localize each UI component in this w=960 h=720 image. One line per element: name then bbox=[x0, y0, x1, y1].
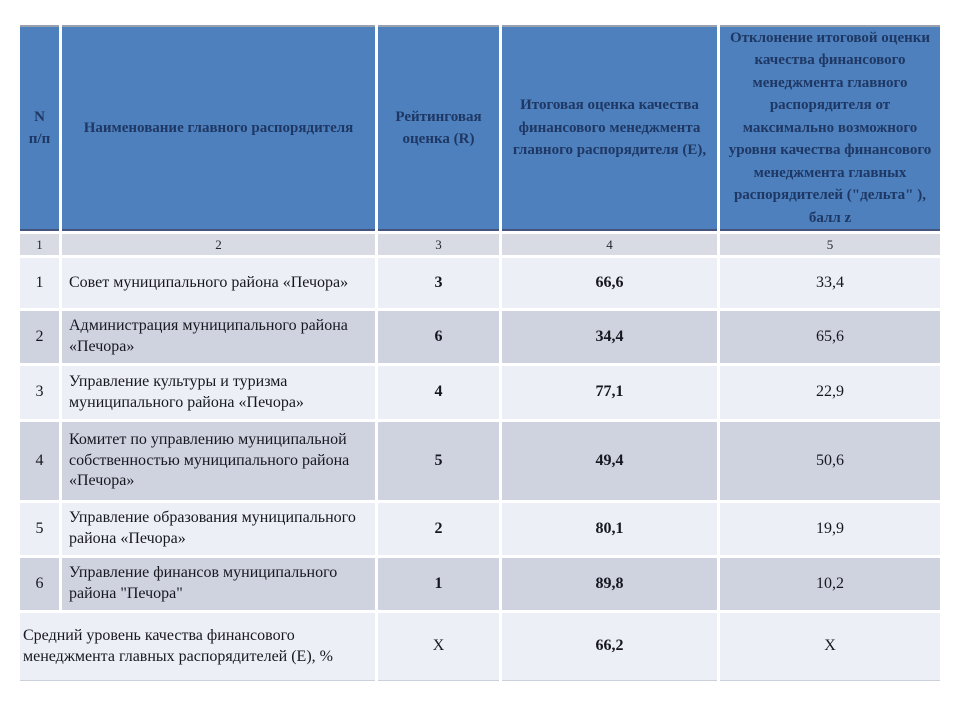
column-number-1: 1 bbox=[20, 234, 59, 255]
deviation-cell: 19,9 bbox=[720, 503, 940, 555]
rating-cell: 1 bbox=[378, 558, 499, 610]
score-cell: 66,6 bbox=[502, 258, 717, 308]
header-cell-rating: Рейтинговая оценка (R) bbox=[378, 25, 499, 231]
header-cell-score: Итоговая оценка качества финансового мен… bbox=[502, 25, 717, 231]
column-number-5: 5 bbox=[720, 234, 940, 255]
finance-quality-table: N п/п Наименование главного распорядител… bbox=[20, 25, 940, 681]
row-number-cell: 2 bbox=[20, 311, 59, 363]
name-cell: Управление культуры и туризма муниципаль… bbox=[62, 366, 375, 419]
score-cell: 49,4 bbox=[502, 422, 717, 500]
rating-cell: 5 bbox=[378, 422, 499, 500]
deviation-cell: 33,4 bbox=[720, 258, 940, 308]
column-number-2: 2 bbox=[62, 234, 375, 255]
column-number-4: 4 bbox=[502, 234, 717, 255]
name-cell: Администрация муниципального района «Печ… bbox=[62, 311, 375, 363]
footer-rating-cell: X bbox=[378, 613, 499, 681]
rating-cell: 6 bbox=[378, 311, 499, 363]
row-number-cell: 6 bbox=[20, 558, 59, 610]
name-cell: Управление образования муниципального ра… bbox=[62, 503, 375, 555]
deviation-cell: 50,6 bbox=[720, 422, 940, 500]
name-cell: Совет муниципального района «Печора» bbox=[62, 258, 375, 308]
rating-cell: 4 bbox=[378, 366, 499, 419]
footer-label-cell: Средний уровень качества финансового мен… bbox=[20, 613, 375, 681]
deviation-cell: 22,9 bbox=[720, 366, 940, 419]
score-cell: 89,8 bbox=[502, 558, 717, 610]
rating-cell: 3 bbox=[378, 258, 499, 308]
name-cell: Управление финансов муниципального район… bbox=[62, 558, 375, 610]
row-number-cell: 3 bbox=[20, 366, 59, 419]
deviation-cell: 65,6 bbox=[720, 311, 940, 363]
row-number-cell: 1 bbox=[20, 258, 59, 308]
score-cell: 34,4 bbox=[502, 311, 717, 363]
header-cell-deviation: Отклонение итоговой оценки качества фина… bbox=[720, 25, 940, 231]
footer-score-cell: 66,2 bbox=[502, 613, 717, 681]
rating-cell: 2 bbox=[378, 503, 499, 555]
header-cell-name: Наименование главного распорядителя bbox=[62, 25, 375, 231]
score-cell: 77,1 bbox=[502, 366, 717, 419]
score-cell: 80,1 bbox=[502, 503, 717, 555]
name-cell: Комитет по управлению муниципальной собс… bbox=[62, 422, 375, 500]
row-number-cell: 4 bbox=[20, 422, 59, 500]
header-cell-num: N п/п bbox=[20, 25, 59, 231]
column-number-3: 3 bbox=[378, 234, 499, 255]
footer-deviation-cell: X bbox=[720, 613, 940, 681]
row-number-cell: 5 bbox=[20, 503, 59, 555]
deviation-cell: 10,2 bbox=[720, 558, 940, 610]
